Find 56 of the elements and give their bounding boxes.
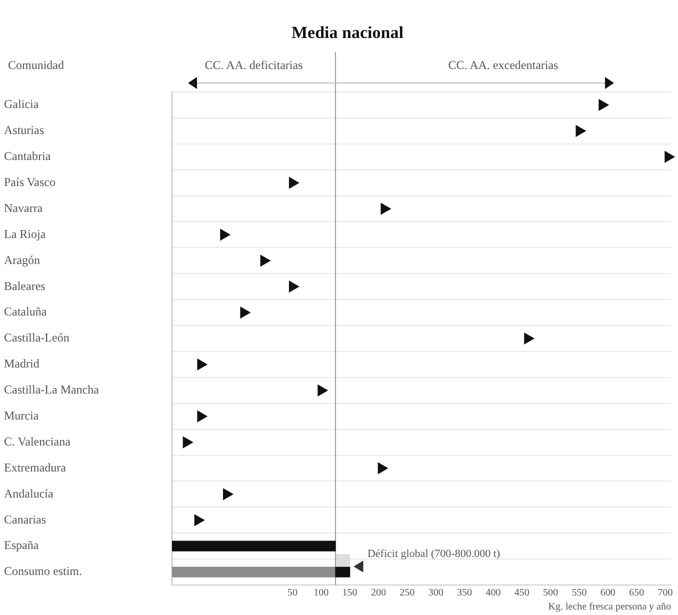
x-tick-label: 250 <box>400 588 415 599</box>
y-tick-label: Aragón <box>4 252 40 267</box>
point <box>378 462 388 474</box>
point <box>240 306 250 318</box>
x-tick-label: 600 <box>600 588 616 599</box>
annotation: Déficit global (700-800.000 t) <box>367 548 500 560</box>
y-tick-label: Andalucía <box>4 486 54 500</box>
x-tick-label: 200 <box>370 588 386 599</box>
x-tick-label: 700 <box>658 588 673 599</box>
y-tick-label: Consumo estim. <box>4 564 82 578</box>
x-tick-label: 500 <box>543 588 558 599</box>
y-tick-label: Cataluña <box>4 304 48 319</box>
y-tick-label: Canarias <box>4 512 46 526</box>
point <box>288 280 299 292</box>
point <box>222 488 233 500</box>
point <box>182 436 193 448</box>
x-tick-label: 100 <box>314 588 329 599</box>
y-tick-label: Murcia <box>4 408 40 422</box>
point <box>576 125 586 137</box>
point <box>380 203 391 214</box>
y-tick-label: La Rioja <box>4 226 46 241</box>
y-tick-label: Extremadura <box>4 460 67 474</box>
point <box>197 410 208 422</box>
text: Comunidad <box>8 58 64 72</box>
y-tick-label: Madrid <box>4 356 40 371</box>
point <box>524 332 534 344</box>
x-tick-label: 650 <box>629 588 644 599</box>
text: CC. AA. deficitarias <box>204 58 304 72</box>
point <box>197 358 208 370</box>
y-tick-label: Galicia <box>4 97 40 112</box>
point <box>220 229 230 240</box>
x-tick-label: 400 <box>486 588 501 599</box>
y-tick-label: Navarra <box>4 200 44 215</box>
y-tick-label: España <box>4 538 40 552</box>
y-tick-label: Baleares <box>4 278 46 293</box>
x-tick-label: 450 <box>514 588 530 599</box>
y-tick-label: Cantabria <box>4 149 52 164</box>
x-tick-label: 50 <box>287 588 298 599</box>
point <box>598 99 609 111</box>
point <box>260 254 270 266</box>
point <box>318 384 328 396</box>
point <box>194 514 204 526</box>
text: CC. AA. excedentarias <box>448 58 559 72</box>
x-tick-label: 150 <box>342 588 358 599</box>
x-tick-label: 300 <box>428 588 444 599</box>
point <box>664 151 675 163</box>
ref-line-label: Media nacional <box>292 23 404 42</box>
x-tick-label: 550 <box>572 588 587 599</box>
y-tick-label: Asturias <box>4 123 44 138</box>
y-tick-label: Castilla-León <box>4 330 70 345</box>
x-axis-title: Kg. leche fresca persona y año <box>548 602 671 613</box>
y-tick-label: C. Valenciana <box>4 434 72 448</box>
y-tick-label: Castilla-La Mancha <box>4 382 100 397</box>
y-tick-label: País Vasco <box>4 174 56 189</box>
x-tick-label: 350 <box>457 588 472 599</box>
point <box>288 177 299 189</box>
